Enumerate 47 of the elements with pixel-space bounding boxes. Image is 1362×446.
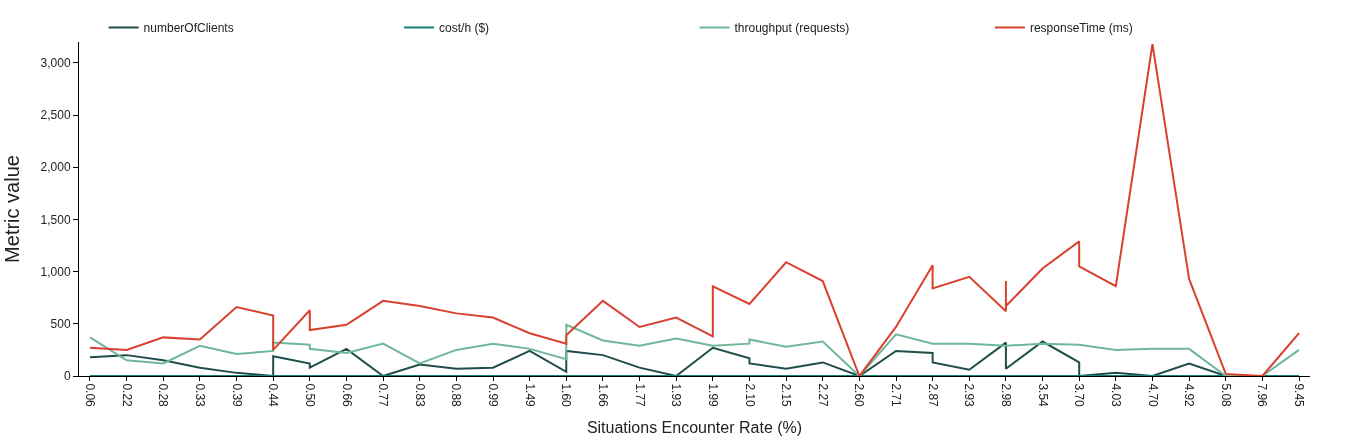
x-tick-label: 0.06 [83,383,98,408]
y-tick-label: 2,000 [40,160,71,175]
x-axis-title: Situations Encounter Rate (%) [586,418,803,436]
x-tick-label: 0.83 [412,383,427,408]
x-tick-label: 0.44 [266,383,281,408]
x-tick-label: 2.27 [815,383,830,408]
x-tick-label: 1.60 [559,383,574,408]
x-tick-label: 2.71 [889,383,904,408]
x-tick-label: 0.39 [229,383,244,408]
y-tick-label: 1,000 [40,264,71,279]
legend-label: cost/h ($) [439,21,490,36]
x-tick-label: 2.60 [852,383,867,408]
x-tick-label: 0.99 [486,383,501,408]
x-tick-label: 2.15 [779,383,794,408]
x-tick-label: 1.66 [596,383,611,408]
y-tick-label: 1,500 [40,212,71,227]
legend-label: throughput (requests) [734,21,850,36]
x-tick-label: 1.99 [705,383,720,408]
x-tick-label: 2.10 [742,383,757,408]
y-tick-label: 3,000 [40,56,71,71]
x-tick-label: 5.08 [1218,383,1233,408]
x-tick-label: 7.96 [1255,383,1270,408]
x-tick-label: 0.50 [302,383,317,408]
x-tick-label: 4.03 [1108,383,1123,408]
y-tick-label: 2,500 [40,108,71,123]
x-tick-label: 0.33 [193,383,207,408]
x-tick-label: 3.54 [1035,383,1050,408]
x-tick-label: 9.45 [1292,383,1307,408]
x-tick-label: 1.93 [669,383,684,408]
x-tick-label: 0.88 [449,383,464,408]
x-tick-label: 2.93 [962,383,977,408]
x-tick-label: 4.92 [1182,383,1197,408]
x-tick-label: 3.70 [1072,383,1087,408]
x-tick-label: 4.70 [1145,383,1160,408]
x-tick-label: 1.49 [522,383,537,408]
x-tick-label: 0.22 [119,383,134,408]
x-tick-label: 2.98 [999,383,1014,408]
x-tick-label: 1.77 [632,383,647,408]
legend-label: numberOfClients [143,21,234,36]
legend-label: responseTime (ms) [1029,21,1133,36]
y-tick-label: 0 [63,369,71,384]
x-tick-label: 0.66 [339,383,354,408]
x-tick-label: 2.87 [925,383,940,408]
x-tick-label: 0.77 [376,383,391,408]
y-axis-title: Metric value [1,155,24,263]
x-tick-label: 0.28 [156,383,171,408]
y-tick-label: 500 [50,317,71,332]
